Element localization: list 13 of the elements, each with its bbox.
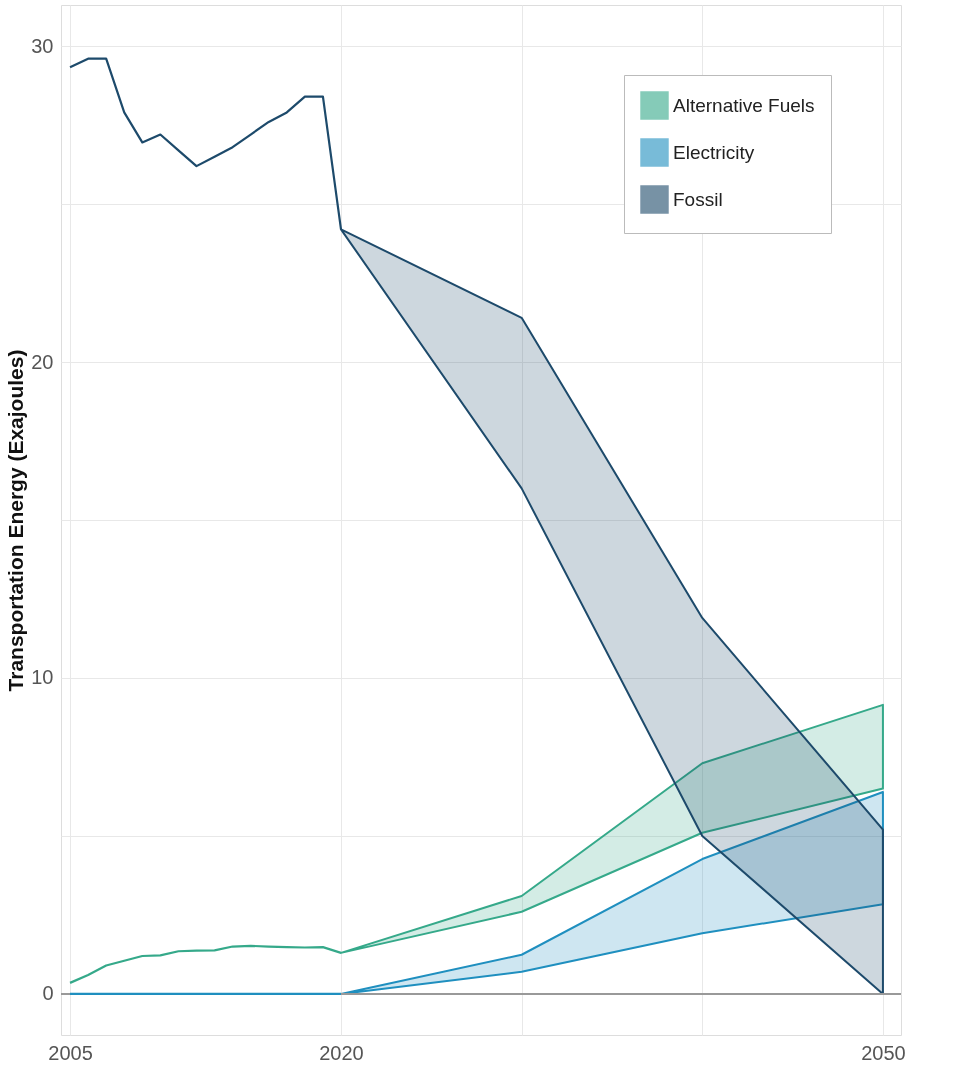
legend-label: Fossil [673,188,723,210]
legend-label: Electricity [673,141,755,163]
y-tick-label: 0 [42,982,54,1005]
y-tick-label: 20 [31,350,54,373]
y-tick-label: 30 [31,34,54,57]
x-tick-label: 2020 [319,1041,364,1064]
x-tick-label: 2005 [48,1041,93,1064]
y-axis-title: Transportation Energy (Exajoules) [4,349,28,692]
line-series [68,944,343,984]
x-tick-label: 2050 [861,1041,906,1064]
y-tick-label: 10 [31,666,54,689]
line-series [68,57,343,231]
legend-label: Alternative Fuels [673,94,815,116]
